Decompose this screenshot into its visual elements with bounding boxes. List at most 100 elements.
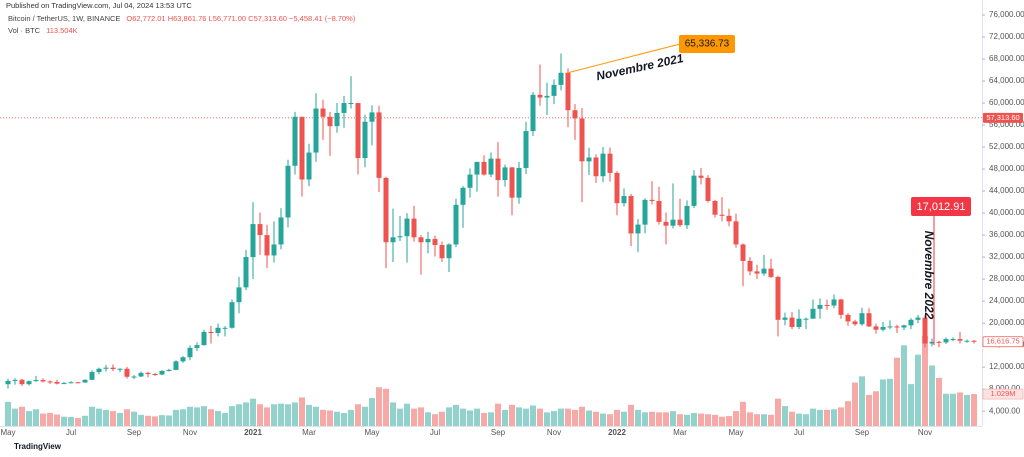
volume-bar [138,414,144,426]
volume-bar [397,408,403,426]
volume-bar [628,404,634,426]
candle-body [516,167,522,198]
volume-bar [502,409,508,426]
candle-body [628,196,634,234]
candle-body [656,200,662,222]
candle-body [509,167,515,198]
volume-bar [110,411,116,426]
candle-body [565,72,571,111]
volume-bar [215,411,221,426]
volume-bar [642,412,648,426]
candle-body [348,103,354,105]
candle-body [649,199,655,201]
candle-body [292,116,298,166]
candle-body [5,380,11,385]
candle-body [40,380,46,382]
volume-bar [47,412,53,426]
volume-bar [880,379,886,426]
candle-body [726,215,732,222]
y-tick-label: 48,000.00 [989,164,1024,173]
volume-bar [684,414,690,426]
candle-body [642,199,648,225]
candle-body [271,244,277,256]
candle-body [306,152,312,180]
candle-body [89,372,95,380]
volume-bar [607,414,613,426]
candle-body [47,381,53,383]
volume-bar [313,406,319,426]
candle-body [859,313,865,325]
x-tick-label: Jul [430,428,440,437]
y-tick-label: 12,000.00 [989,362,1024,371]
volume-bar [558,408,564,426]
candle-body [26,381,32,385]
candle-body [880,326,886,330]
x-tick-label: 2021 [244,428,262,437]
volume-bar [453,404,459,426]
candle-body [117,368,123,370]
candle-body [558,72,564,85]
y-tick-label: 24,000.00 [989,296,1024,305]
volume-bar [579,406,585,426]
volume-bar [789,411,795,426]
volume-bar [957,392,963,426]
volume-bar [201,406,207,426]
candle-body [964,340,970,342]
y-tick-label: 4,000.00 [989,406,1021,415]
x-tick-label: 2022 [608,428,626,437]
candle-body [670,219,676,226]
candle-body [376,112,382,178]
volume-bar [320,409,326,426]
candle-body [75,382,81,384]
volume-bar [355,404,361,426]
candle-body [635,224,641,234]
volume-bar [929,365,935,426]
volume-bar [516,407,522,426]
volume-bar [971,394,977,426]
volume-bar [565,408,571,426]
y-tick-label: 76,000.00 [989,10,1024,19]
volume-bar [817,409,823,426]
candle-body [334,112,340,127]
volume-bar [922,336,928,426]
volume-bar [425,412,431,426]
volume-bar [61,416,67,426]
volume-bar [446,407,452,426]
candle-body [404,218,410,237]
candle-body [110,367,116,370]
candle-body [831,299,837,306]
candle-body [19,379,25,385]
volume-bar [82,415,88,426]
candle-body [894,326,900,328]
candle-body [530,94,536,132]
candle-body [383,177,389,243]
volume-bar [26,411,32,426]
candle-body [201,331,207,346]
volume-bar [334,411,340,426]
volume-bar [250,398,256,426]
volume-bar [572,409,578,426]
candle-body [495,158,501,181]
x-tick-label: May [728,428,743,437]
candle-body [54,381,60,384]
candle-body [61,383,67,385]
volume-bar [236,404,242,426]
volume-bar [271,404,277,426]
volume-bar [719,416,725,426]
candle-body [446,244,452,259]
candle-body [663,221,669,226]
candle-body [166,369,172,371]
candle-body [943,339,949,343]
candle-body [817,304,823,309]
volume-bar [439,411,445,426]
volume-bar [845,401,851,426]
volume-bar [698,413,704,426]
y-tick-label: 64,000.00 [989,76,1024,85]
candle-body [887,326,893,328]
annotation-line [566,43,681,74]
volume-bar [5,401,11,426]
candle-body [159,370,165,375]
volume-bar [866,394,872,426]
annotation-caption: Novembre 2022 [922,231,936,320]
candle-body [586,157,592,162]
